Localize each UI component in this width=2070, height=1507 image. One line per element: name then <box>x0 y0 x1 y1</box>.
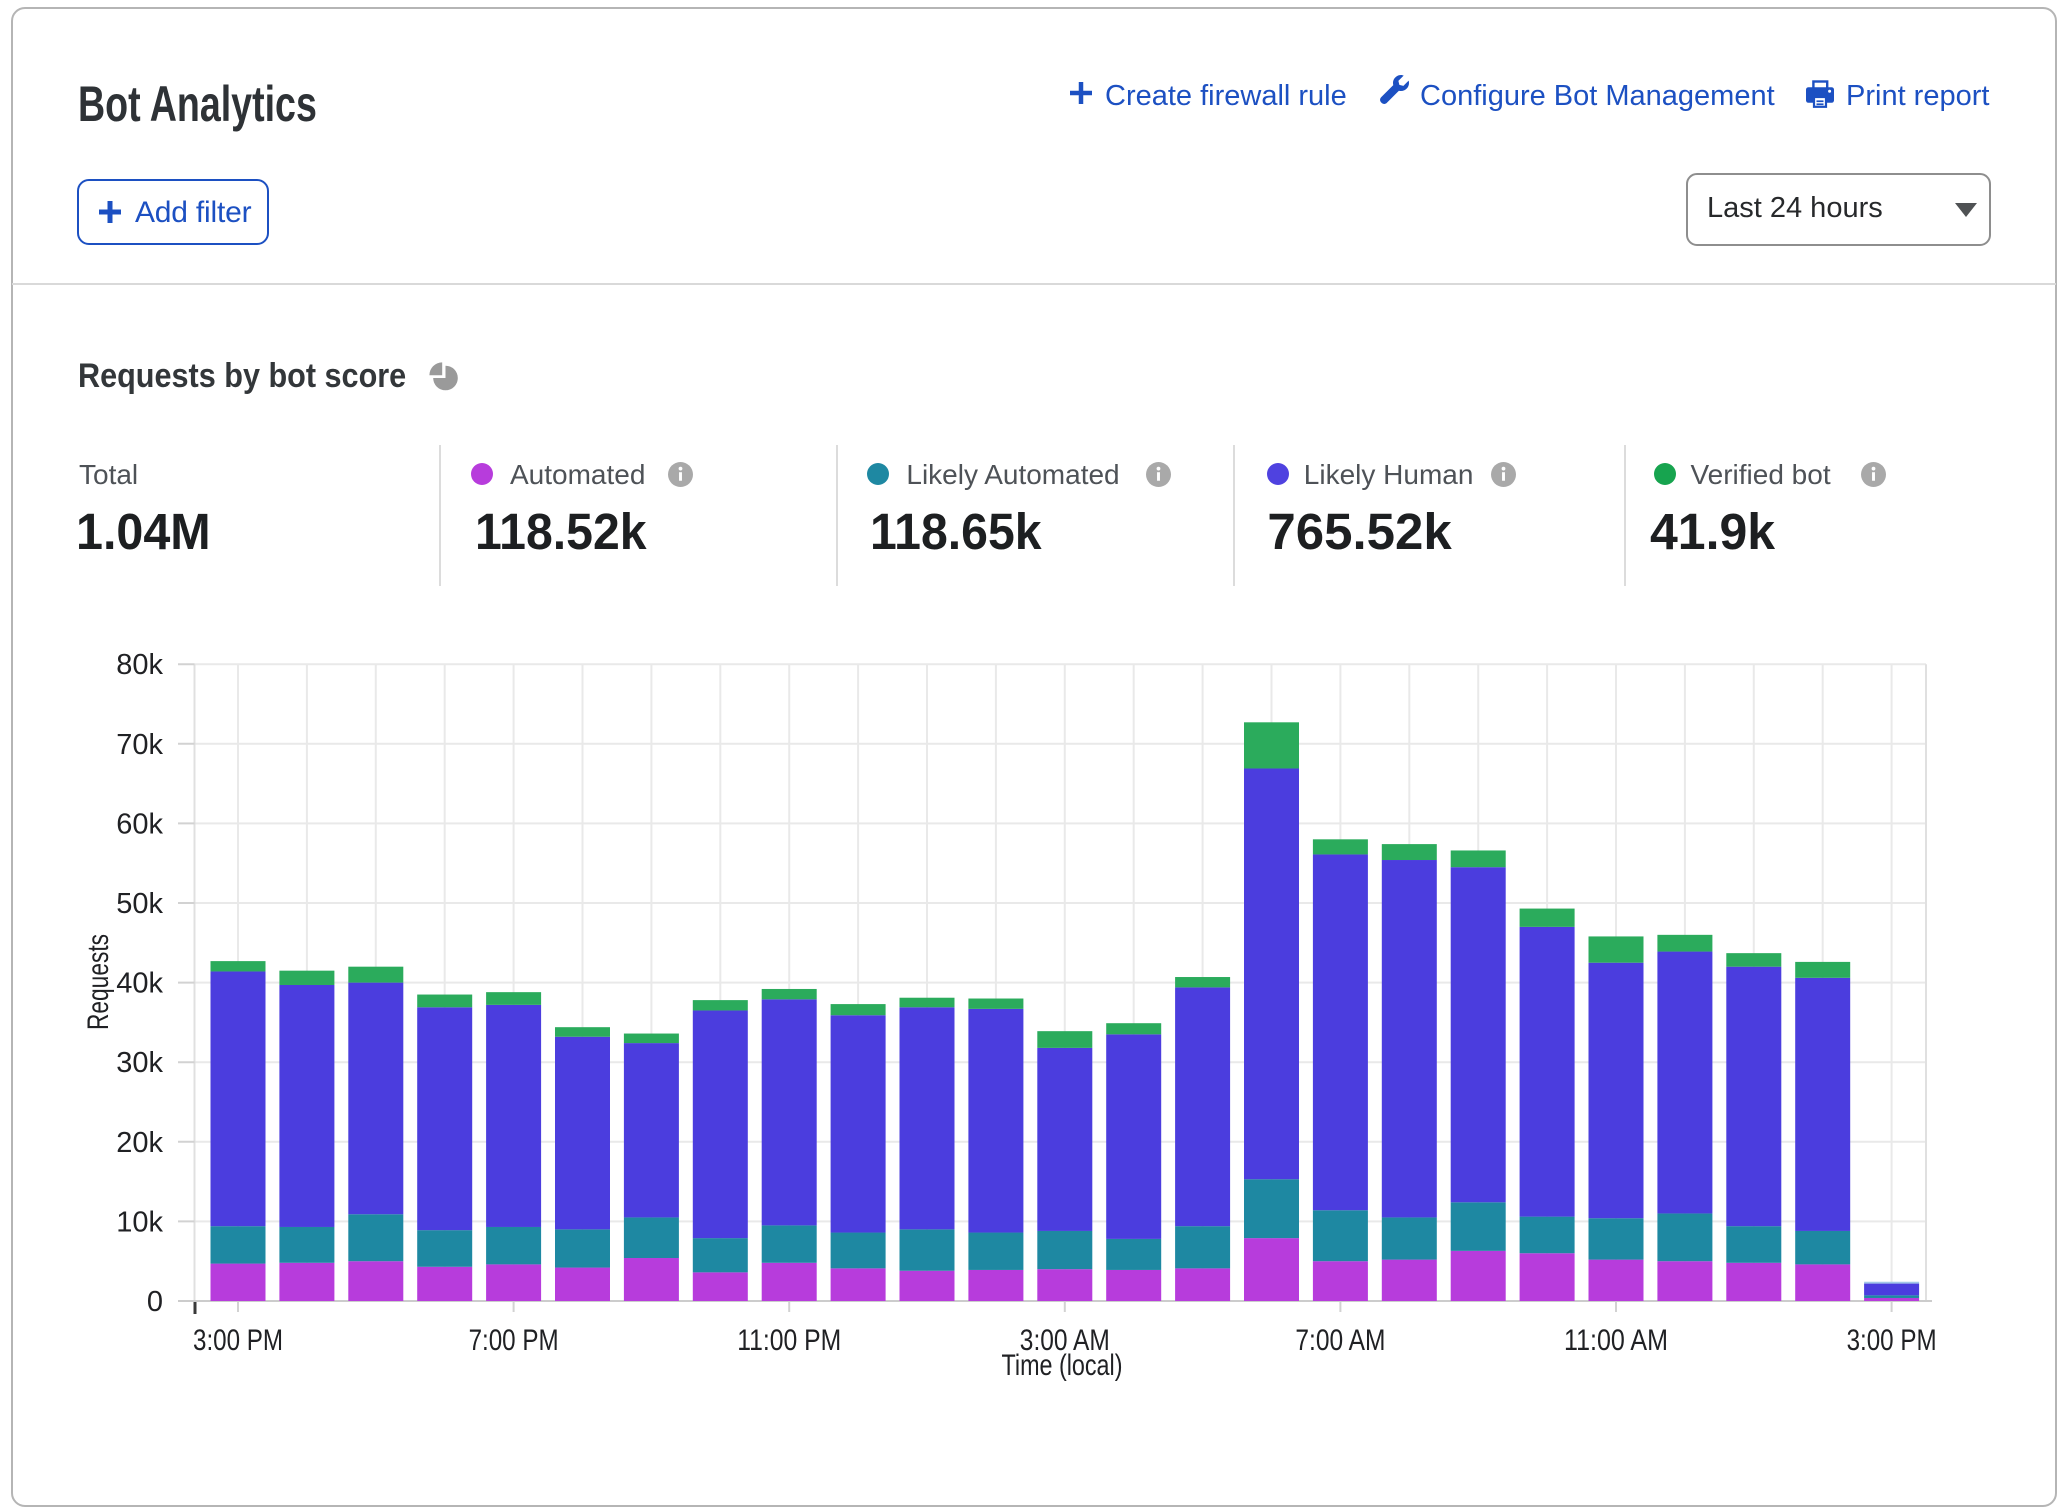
svg-text:40k: 40k <box>116 968 163 1000</box>
svg-text:11:00 PM: 11:00 PM <box>737 1324 841 1357</box>
svg-text:3:00 AM: 3:00 AM <box>1020 1324 1110 1357</box>
svg-text:70k: 70k <box>116 729 163 761</box>
svg-text:Time (local): Time (local) <box>1002 1349 1123 1382</box>
svg-text:Requests: Requests <box>82 934 115 1030</box>
svg-text:20k: 20k <box>116 1127 163 1159</box>
svg-text:3:00 PM: 3:00 PM <box>193 1324 283 1357</box>
svg-text:50k: 50k <box>116 888 163 920</box>
svg-text:11:00 AM: 11:00 AM <box>1564 1324 1668 1357</box>
svg-text:7:00 PM: 7:00 PM <box>469 1324 559 1357</box>
svg-text:7:00 AM: 7:00 AM <box>1295 1324 1385 1357</box>
svg-text:60k: 60k <box>116 808 163 840</box>
svg-text:0: 0 <box>147 1286 163 1318</box>
svg-text:30k: 30k <box>116 1047 163 1079</box>
svg-text:3:00 PM: 3:00 PM <box>1847 1324 1937 1357</box>
svg-text:80k: 80k <box>116 649 163 681</box>
svg-text:10k: 10k <box>116 1206 163 1238</box>
